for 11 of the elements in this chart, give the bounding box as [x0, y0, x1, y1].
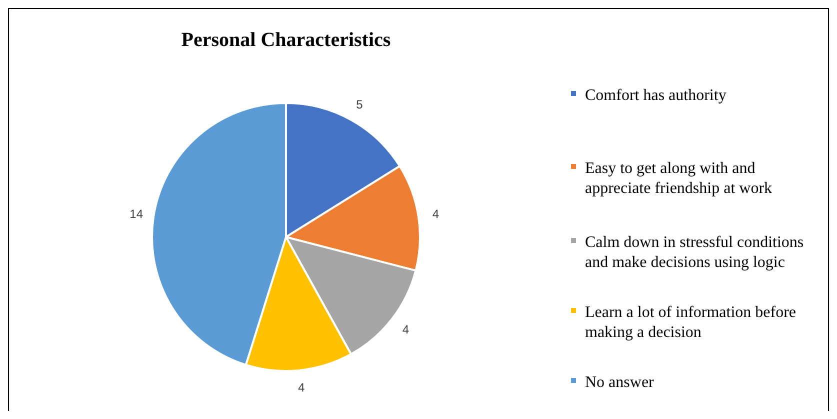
data-label: 14 [130, 207, 144, 222]
data-label: 4 [432, 207, 440, 222]
legend-label: Comfort has authority [585, 86, 726, 104]
data-label: 4 [402, 322, 410, 337]
data-label: 5 [356, 98, 364, 112]
legend-label: Easy to get along with and appreciate friendship at work [585, 160, 772, 196]
chart-title: Personal Characteristics [181, 29, 391, 51]
legend-label: Learn a lot of information before making a decision [585, 304, 796, 340]
legend-label: No answer [585, 374, 655, 390]
legend-label: Calm down in stressful conditions and make decisions using logic [585, 234, 804, 270]
data-label: 4 [298, 380, 305, 395]
